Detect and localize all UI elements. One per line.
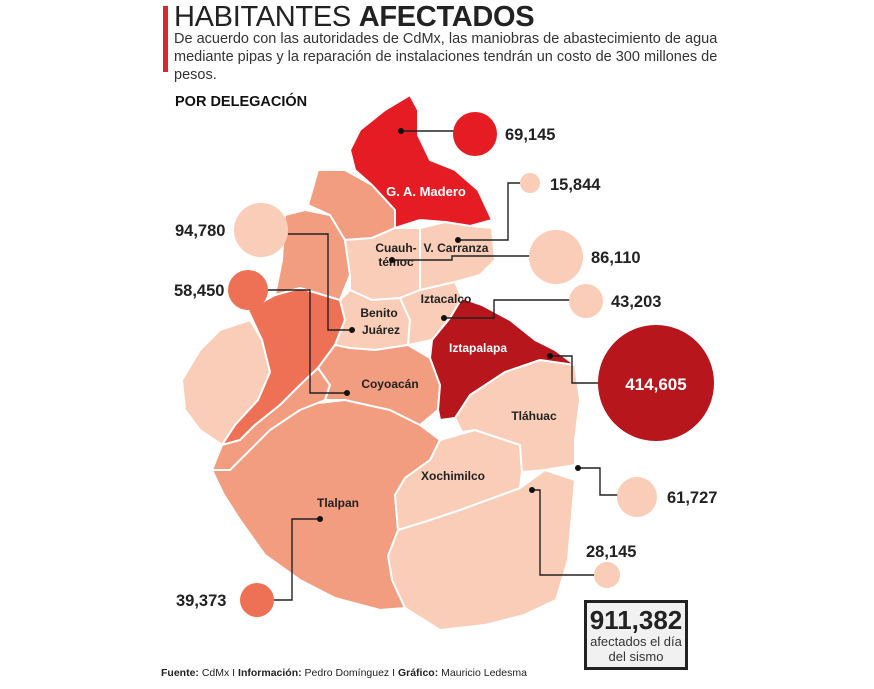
label-iztacalco: Iztacalco bbox=[421, 292, 472, 306]
dot-iztacalco bbox=[441, 315, 447, 321]
bubble-tlahuac bbox=[617, 477, 657, 517]
dot-benito-juarez bbox=[349, 327, 355, 333]
bubble-coyoacan bbox=[228, 270, 268, 310]
leader-iztapalapa bbox=[550, 355, 598, 384]
bubble-gam bbox=[453, 112, 497, 156]
leader-benito-juarez bbox=[288, 233, 352, 331]
leader-v-carranza bbox=[458, 182, 520, 241]
value-iztapalapa: 414,605 bbox=[625, 375, 686, 394]
label-tlalpan: Tlalpan bbox=[317, 496, 359, 510]
leader-tlalpan bbox=[274, 518, 320, 601]
value-gam: 69,145 bbox=[505, 126, 555, 144]
bubble-iztapalapa bbox=[598, 325, 714, 441]
label-v-carranza: V. Carranza bbox=[424, 241, 489, 255]
value-tlahuac: 61,727 bbox=[667, 489, 717, 507]
total-value: 911,382 bbox=[589, 605, 683, 635]
label-cuauhtemoc-1: Cuauh- bbox=[375, 241, 416, 255]
bubble-xochimilco bbox=[594, 562, 620, 588]
region-gam bbox=[349, 94, 493, 229]
dot-cuauhtemoc bbox=[389, 257, 395, 263]
region-benito-juarez bbox=[334, 289, 411, 351]
leader-cuauhtemoc bbox=[392, 255, 530, 261]
leader-tlahuac bbox=[578, 467, 618, 496]
label-tlahuac: Tláhuac bbox=[511, 409, 557, 423]
dot-tlalpan bbox=[317, 516, 323, 522]
dot-gam bbox=[398, 128, 404, 134]
bubble-benito-juarez bbox=[234, 203, 288, 257]
label-benito-juarez-1: Benito bbox=[360, 306, 397, 320]
value-coyoacan: 58,450 bbox=[174, 282, 224, 300]
label-coyoacan: Coyoacán bbox=[361, 377, 418, 391]
subtitle: De acuerdo con las autoridades de CdMx, … bbox=[174, 31, 718, 83]
footer-graphic-label: Gráfico: bbox=[397, 667, 439, 679]
value-iztacalco: 43,203 bbox=[611, 293, 661, 311]
region-iztapalapa bbox=[429, 297, 576, 421]
page-title: HABITANTES AFECTADOS bbox=[174, 1, 535, 33]
label-gam: G. A. Madero bbox=[386, 184, 466, 199]
dot-tlahuac bbox=[575, 465, 581, 471]
value-xochimilco: 28,145 bbox=[586, 543, 636, 561]
leader-coyoacan bbox=[262, 289, 347, 394]
footer-graphic: Mauricio Ledesma bbox=[441, 667, 527, 679]
total-box: 911,382 afectados el día del sismo bbox=[584, 600, 688, 670]
footer-info-label: Información: bbox=[238, 667, 302, 679]
bubble-tlalpan bbox=[240, 583, 274, 617]
value-v-carranza: 15,844 bbox=[550, 176, 601, 194]
bubble-iztacalco bbox=[569, 284, 603, 318]
label-iztapalapa: Iztapalapa bbox=[449, 341, 507, 355]
value-tlalpan: 39,373 bbox=[176, 592, 226, 610]
leader-iztacalco bbox=[444, 299, 570, 319]
title-light: HABITANTES bbox=[174, 1, 351, 33]
leader-xochimilco bbox=[532, 489, 595, 576]
footer-separator-2: I bbox=[389, 667, 398, 679]
dot-iztapalapa bbox=[547, 353, 553, 359]
footer-credits: Fuente: CdMx I Información: Pedro Domíng… bbox=[161, 667, 527, 679]
bubble-v-carranza bbox=[520, 173, 540, 193]
title-bold: AFECTADOS bbox=[358, 1, 535, 33]
value-cuauhtemoc: 86,110 bbox=[591, 249, 641, 267]
dot-xochimilco bbox=[529, 487, 535, 493]
section-label: POR DELEGACIÓN bbox=[175, 94, 308, 110]
total-caption: afectados el día del sismo bbox=[590, 634, 682, 664]
value-benito-juarez: 94,780 bbox=[175, 222, 225, 240]
dot-coyoacan bbox=[344, 390, 350, 396]
footer-info: Pedro Domínguez bbox=[304, 667, 390, 679]
label-benito-juarez-2: Juárez bbox=[362, 323, 400, 337]
label-xochimilco: Xochimilco bbox=[421, 469, 485, 483]
footer-source: CdMx bbox=[201, 667, 230, 679]
bubble-cuauhtemoc bbox=[529, 230, 583, 284]
label-cuauhtemoc-2: témoc bbox=[378, 255, 414, 269]
dot-v-carranza bbox=[455, 237, 461, 243]
footer-source-label: Fuente: bbox=[161, 667, 199, 679]
region-miguel-hidalgo bbox=[274, 209, 351, 301]
accent-bar bbox=[163, 6, 168, 72]
footer-separator-1: I bbox=[229, 667, 239, 679]
